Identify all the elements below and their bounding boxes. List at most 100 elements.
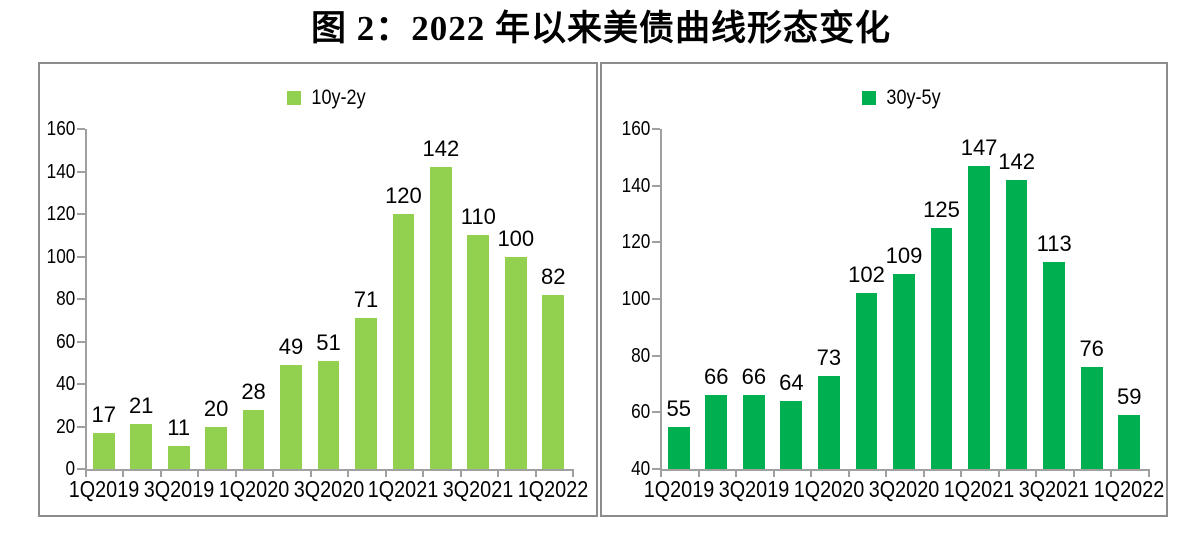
- x-axis-tick: [885, 471, 888, 477]
- bar: [780, 401, 803, 469]
- y-axis-label: 160: [621, 118, 650, 140]
- bar: [1043, 262, 1066, 469]
- x-axis-label: 1Q2020: [793, 476, 865, 502]
- y-axis-label: 60: [630, 401, 650, 424]
- x-axis-label: 3Q2021: [443, 476, 514, 502]
- bar-value-label: 28: [241, 378, 266, 404]
- y-axis-tick: [652, 184, 660, 187]
- bar: [1080, 367, 1103, 469]
- y-axis-tick: [77, 425, 85, 428]
- x-axis-label: 1Q2022: [518, 476, 589, 502]
- bar: [1005, 180, 1028, 469]
- x-axis-line: [660, 469, 1150, 471]
- x-axis-tick: [1035, 471, 1038, 477]
- y-axis-tick: [652, 411, 660, 414]
- y-axis-label: 60: [55, 330, 75, 353]
- y-axis-tick: [77, 170, 85, 173]
- y-axis-tick: [652, 298, 660, 300]
- y-axis-tick: [652, 128, 660, 130]
- x-axis-label: 1Q2019: [643, 476, 714, 502]
- y-axis-label: 40: [55, 373, 75, 395]
- bar-value-label: 142: [422, 136, 460, 162]
- bar: [392, 214, 415, 469]
- y-axis-tick: [652, 354, 660, 357]
- y-axis-label: 80: [55, 288, 75, 310]
- y-axis-tick: [77, 340, 85, 343]
- bar-value-label: 110: [460, 204, 496, 230]
- x-axis-tick: [422, 471, 425, 477]
- bar: [92, 432, 115, 469]
- y-axis-tick: [77, 468, 85, 470]
- bar: [893, 273, 915, 469]
- x-axis-tick: [697, 471, 700, 477]
- bar-value-label: 21: [128, 393, 154, 419]
- bar: [430, 167, 452, 469]
- x-axis-tick: [459, 471, 462, 477]
- y-axis-tick: [77, 128, 85, 130]
- y-axis-label: 140: [621, 174, 650, 197]
- bar: [167, 445, 190, 469]
- chart-panel-10y-2y: 10y-2y 0 20 40 60 80 100 120 140 160 17 21 11 20 28 49…: [38, 62, 598, 517]
- y-axis-tick: [77, 213, 85, 215]
- bar-value-label: 11: [167, 414, 191, 440]
- x-axis-label: 3Q2019: [718, 476, 790, 502]
- x-axis-label: 3Q2021: [1018, 476, 1090, 502]
- x-axis-tick: [497, 471, 500, 477]
- x-axis-tick: [960, 471, 963, 477]
- y-axis-label: 0: [65, 458, 75, 480]
- x-axis-tick: [1110, 471, 1113, 477]
- x-axis-tick: [572, 471, 574, 477]
- bar-value-label: 147: [960, 134, 998, 160]
- x-axis-label: 3Q2019: [143, 476, 214, 502]
- bar: [280, 364, 302, 469]
- x-axis-tick: [197, 471, 200, 477]
- x-axis-label: 1Q2021: [368, 476, 439, 502]
- x-axis-tick: [922, 471, 925, 477]
- legend-30y-5y: 30y-5y: [660, 87, 1148, 108]
- bar: [667, 426, 690, 469]
- bar: [467, 235, 490, 469]
- x-axis-tick: [159, 471, 162, 477]
- bar-value-label: 49: [278, 333, 304, 359]
- bar-value-label: 82: [541, 263, 566, 289]
- y-axis-label: 140: [46, 160, 75, 183]
- x-axis-tick: [1072, 471, 1075, 477]
- bar: [504, 256, 527, 469]
- figure-title: 图 2：2022 年以来美债曲线形态变化: [310, 9, 891, 48]
- x-axis-label: 3Q2020: [868, 476, 940, 502]
- legend-color-swatch: [862, 90, 877, 105]
- legend-10y-2y: 10y-2y: [85, 87, 572, 108]
- bar-value-label: 113: [1036, 231, 1072, 257]
- bar-value-label: 66: [704, 364, 729, 390]
- y-axis-label: 160: [46, 118, 75, 140]
- y-axis-label: 120: [46, 203, 75, 225]
- bar: [930, 228, 953, 469]
- bar: [742, 395, 765, 469]
- x-axis-tick: [347, 471, 350, 477]
- charts-row: 10y-2y 0 20 40 60 80 100 120 140 160 17 21 11 20 28 49…: [38, 62, 1168, 517]
- bar-value-label: 102: [848, 262, 885, 288]
- bar: [130, 424, 153, 469]
- y-axis-label: 20: [55, 415, 75, 438]
- x-axis-label: 1Q2021: [943, 476, 1015, 502]
- y-axis-label: 100: [46, 245, 75, 268]
- x-axis-tick: [997, 471, 1000, 477]
- bar-value-label: 66: [741, 364, 767, 390]
- bar-value-label: 64: [779, 370, 804, 395]
- legend-color-swatch: [286, 90, 301, 105]
- bar-value-label: 73: [816, 344, 842, 370]
- bar: [317, 360, 340, 469]
- x-axis-line: [85, 469, 574, 471]
- bar-value-label: 100: [497, 225, 535, 251]
- bar-value-label: 125: [923, 197, 960, 223]
- bar: [205, 426, 227, 469]
- y-axis-tick: [77, 383, 85, 385]
- y-axis-label: 100: [621, 288, 650, 310]
- bar-value-label: 109: [885, 242, 923, 268]
- x-axis-tick: [810, 471, 813, 477]
- bar: [855, 293, 878, 469]
- bar: [705, 395, 728, 469]
- x-axis-tick: [384, 471, 387, 477]
- bar-value-label: 51: [316, 329, 341, 355]
- bar: [542, 294, 565, 469]
